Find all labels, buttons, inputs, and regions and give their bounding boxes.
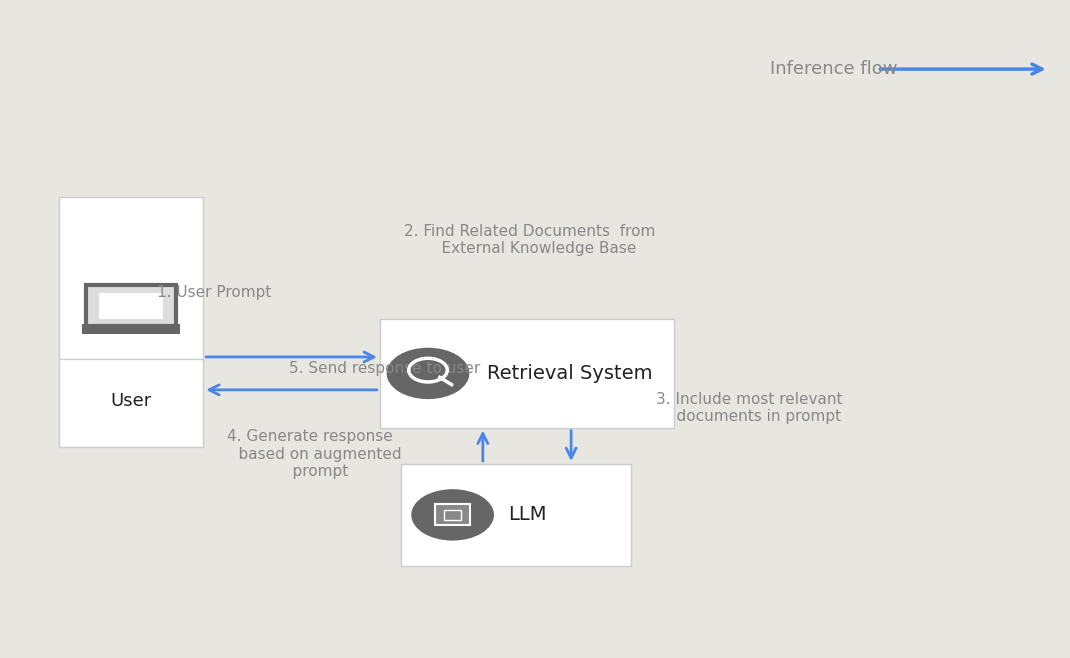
- Text: 1. User Prompt: 1. User Prompt: [157, 286, 271, 300]
- Circle shape: [412, 490, 493, 540]
- Text: Retrieval System: Retrieval System: [487, 364, 653, 383]
- Circle shape: [387, 349, 469, 399]
- Text: 4. Generate response
    based on augmented
    prompt: 4. Generate response based on augmented …: [219, 429, 401, 479]
- Text: LLM: LLM: [508, 505, 547, 524]
- Text: 2. Find Related Documents  from
    External Knowledge Base: 2. Find Related Documents from External …: [404, 224, 655, 257]
- FancyBboxPatch shape: [435, 504, 470, 525]
- Text: 3. Include most relevant
    documents in prompt: 3. Include most relevant documents in pr…: [656, 392, 842, 424]
- FancyBboxPatch shape: [98, 293, 163, 319]
- FancyBboxPatch shape: [86, 285, 175, 326]
- FancyBboxPatch shape: [59, 197, 203, 447]
- Text: User: User: [110, 392, 152, 411]
- FancyBboxPatch shape: [82, 324, 180, 334]
- FancyBboxPatch shape: [380, 319, 674, 428]
- FancyBboxPatch shape: [401, 464, 631, 566]
- Text: Inference flow: Inference flow: [770, 60, 898, 78]
- Text: 5. Send response to user: 5. Send response to user: [289, 361, 480, 376]
- FancyBboxPatch shape: [444, 509, 461, 520]
